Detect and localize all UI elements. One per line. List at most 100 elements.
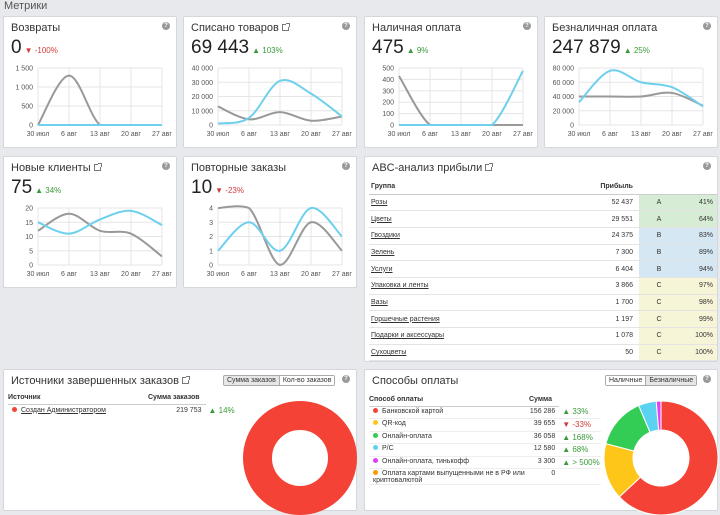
group-name[interactable]: Зелень: [369, 244, 539, 262]
col-method: Способ оплаты: [369, 394, 529, 407]
payments-table: Способ оплаты Сумма Банковской картой 156…: [369, 394, 601, 485]
series-line: [217, 105, 343, 122]
y-tick-label: 20 000: [553, 108, 575, 115]
card-written-off: Списано товаров? 69 443 ▲ 103% 0 10 000 20 00…: [183, 16, 357, 148]
y-tick-label: 300: [382, 88, 394, 95]
col-profit: Прибыль: [539, 179, 639, 195]
row-delta: 33%: [572, 407, 589, 416]
toggle-cashless[interactable]: Безналичные: [646, 376, 697, 385]
toggle-count[interactable]: Кол-во заказов: [279, 376, 335, 385]
cumulative-percent: 94%: [677, 260, 717, 278]
arrow-up-icon: ▲: [406, 46, 417, 55]
line-chart: 0 1 2 3 4 30 июл 6 авг 13 авг 20 авг 27 авг: [207, 205, 352, 278]
method-name: Р/С: [382, 445, 394, 452]
group-link[interactable]: Розы: [371, 198, 388, 206]
group-link[interactable]: Вазы: [371, 298, 388, 306]
arrow-up-icon: ▲: [252, 46, 263, 55]
series-line: [579, 91, 704, 107]
group-name[interactable]: Гвоздики: [369, 227, 539, 245]
legend-dot: [373, 445, 378, 450]
profit-value: 1 197: [539, 310, 639, 328]
group-link[interactable]: Зелень: [371, 248, 395, 256]
y-tick-label: 100: [382, 111, 394, 118]
y-tick-label: 5: [29, 248, 33, 255]
payments-donut-chart: [603, 400, 719, 515]
metric-value: 0: [11, 37, 22, 58]
legend-dot: [373, 457, 378, 463]
help-icon[interactable]: ?: [162, 162, 170, 170]
help-icon[interactable]: ?: [342, 162, 350, 170]
row-sum: 36 058: [533, 432, 556, 440]
table-row: Оплата картами выпущенными не в РФ или к…: [369, 468, 601, 485]
group-name[interactable]: Услуги: [369, 260, 539, 278]
y-tick-label: 0: [209, 123, 213, 130]
group-link[interactable]: Упаковка и ленты: [371, 282, 429, 290]
group-link[interactable]: Услуги: [371, 265, 393, 273]
group-name[interactable]: Подарки и аксессуары: [369, 327, 539, 345]
card-order-sources: Источники завершенных заказов ? Сумма за…: [3, 369, 357, 515]
profit-value: 29 551: [539, 210, 639, 228]
table-row: Онлайн-оплата 36 058 ▲ 168%: [369, 431, 601, 444]
help-icon[interactable]: ?: [342, 22, 350, 30]
group-link[interactable]: Гвоздики: [371, 232, 400, 240]
external-link-icon[interactable]: [281, 23, 290, 31]
metric-delta: 34%: [45, 186, 62, 195]
card-cashless-payment: Безналичная оплата? 247 879 ▲ 25% 0 20 000 40…: [544, 16, 718, 148]
external-link-icon[interactable]: [485, 163, 494, 171]
table-row: Розы 52 437 A 41%: [369, 194, 717, 212]
arrow-down-icon: ▼: [24, 46, 35, 55]
y-tick-label: 500: [21, 104, 33, 111]
group-link[interactable]: Цветы: [371, 215, 392, 223]
group-name[interactable]: Цветы: [369, 210, 539, 228]
y-tick-label: 0: [390, 123, 394, 130]
group-link[interactable]: Подарки и аксессуары: [371, 332, 445, 340]
y-tick-label: 2: [209, 234, 213, 241]
abc-class: C: [639, 327, 677, 345]
group-name[interactable]: Сухоцветы: [369, 344, 539, 362]
group-name[interactable]: Упаковка и ленты: [369, 277, 539, 295]
source-link[interactable]: Создан Администратором: [21, 406, 106, 414]
cumulative-percent: 97%: [677, 277, 717, 295]
help-icon[interactable]: ?: [703, 375, 711, 383]
help-icon[interactable]: ?: [703, 22, 711, 30]
cumulative-percent: 64%: [677, 210, 717, 228]
method-name: Оплата картами выпущенными не в РФ или к…: [373, 470, 525, 484]
group-link[interactable]: Горшечные растения: [371, 315, 440, 323]
x-tick-label: 20 авг: [482, 131, 502, 138]
method-name: Онлайн-оплата: [382, 432, 432, 440]
arrow-down-icon: ▼: [562, 420, 573, 429]
external-link-icon[interactable]: [181, 376, 190, 384]
help-icon[interactable]: ?: [523, 22, 531, 30]
toggle-cash[interactable]: Наличные: [606, 376, 647, 385]
col-source: Источник: [8, 392, 148, 405]
table-row: Создан Администратором 219 753 ▲ 14%: [8, 404, 238, 416]
group-link[interactable]: Сухоцветы: [371, 349, 407, 357]
series-line: [578, 69, 704, 108]
abc-class: C: [639, 277, 677, 295]
group-name[interactable]: Вазы: [369, 294, 539, 312]
x-tick-label: 30 июл: [568, 131, 591, 138]
toggle-sum[interactable]: Сумма заказов: [224, 376, 280, 385]
help-icon[interactable]: ?: [703, 162, 711, 170]
profit-value: 6 404: [539, 260, 639, 278]
help-icon[interactable]: ?: [342, 375, 350, 383]
payments-title: Способы оплаты: [372, 375, 459, 387]
method-name: Банковской картой: [382, 407, 444, 415]
x-tick-label: 6 авг: [422, 131, 438, 138]
method-name: Онлайн-оплата, тинькофф: [382, 457, 469, 465]
arrow-up-icon: ▲: [208, 405, 219, 415]
external-link-icon[interactable]: [93, 163, 102, 171]
abc-class: C: [639, 344, 677, 362]
series-line: [37, 209, 163, 235]
group-name[interactable]: Розы: [369, 194, 539, 212]
x-tick-label: 20 авг: [662, 131, 682, 138]
series-line: [217, 206, 343, 252]
row-sum: 12 580: [533, 445, 556, 452]
x-tick-label: 30 июл: [388, 131, 411, 138]
group-name[interactable]: Горшечные растения: [369, 310, 539, 328]
y-tick-label: 40 000: [553, 94, 575, 101]
help-icon[interactable]: ?: [162, 22, 170, 30]
abc-table: Группа Прибыль Розы 52 437 A 41% Цветы 29 551…: [369, 179, 717, 362]
x-tick-label: 6 авг: [602, 131, 618, 138]
x-tick-label: 13 авг: [90, 271, 110, 278]
